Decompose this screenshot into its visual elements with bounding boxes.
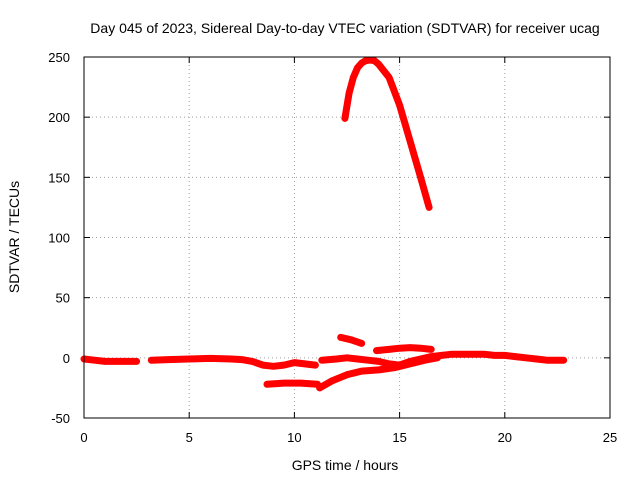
chart-title: Day 045 of 2023, Sidereal Day-to-day VTE… xyxy=(90,20,599,36)
plot-frame xyxy=(83,56,611,419)
axis-ticks: 0 5 10 15 20 25 -50 0 50 100 150 200 250 xyxy=(48,50,617,445)
series-arc-4 xyxy=(318,350,568,369)
series-arc-2 xyxy=(147,354,319,370)
y-tick-label: 0 xyxy=(63,351,70,366)
x-tick-label: 10 xyxy=(287,430,301,445)
series-arc-7 xyxy=(373,344,435,355)
y-tick-label: 200 xyxy=(48,110,70,125)
y-tick-label: 150 xyxy=(48,170,70,185)
x-tick-label: 25 xyxy=(603,430,617,445)
x-tick-label: 15 xyxy=(392,430,406,445)
y-tick-label: 50 xyxy=(56,291,70,306)
y-tick-label: -50 xyxy=(51,411,70,426)
series-arc-6 xyxy=(337,333,366,347)
x-tick-label: 5 xyxy=(186,430,193,445)
y-tick-label: 100 xyxy=(48,231,70,246)
y-axis-label: SDTVAR / TECUs xyxy=(6,181,22,293)
x-axis-label: GPS time / hours xyxy=(292,457,399,473)
x-tick-label: 20 xyxy=(498,430,512,445)
series-arc-5 xyxy=(316,354,441,392)
series-arc-8 xyxy=(341,56,433,211)
x-tick-label: 0 xyxy=(80,430,87,445)
series-arc-1 xyxy=(80,355,141,365)
data-series xyxy=(80,56,568,392)
series-arc-3 xyxy=(263,379,321,388)
y-tick-label: 250 xyxy=(48,50,70,65)
